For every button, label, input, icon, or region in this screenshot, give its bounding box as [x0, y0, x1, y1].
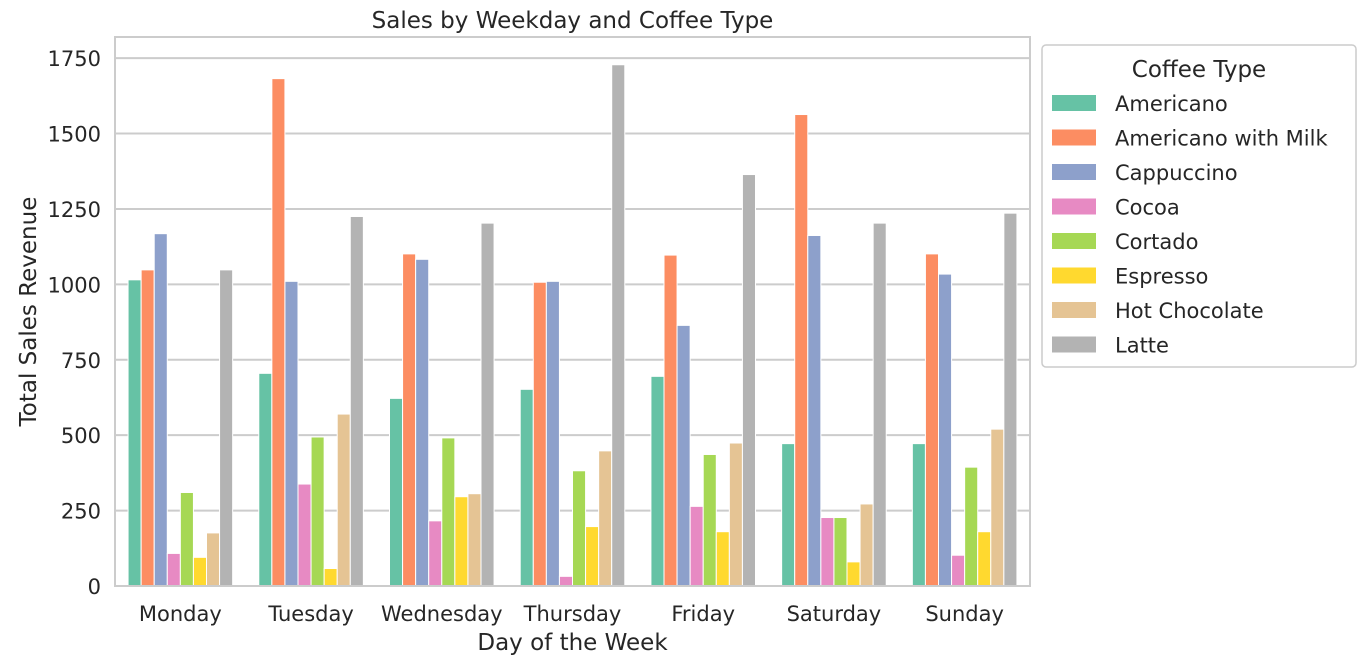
- bars-group: [127, 64, 1018, 587]
- x-tick-label: Monday: [139, 602, 222, 626]
- bar: [846, 561, 861, 587]
- bar: [676, 324, 691, 587]
- bar: [977, 531, 992, 587]
- bar: [728, 442, 743, 587]
- x-tick-label: Wednesday: [381, 602, 503, 626]
- y-tick-label: 1750: [48, 47, 101, 71]
- bar: [206, 532, 221, 587]
- x-tick-label: Sunday: [925, 602, 1004, 626]
- bar: [964, 466, 979, 587]
- bar: [859, 503, 874, 587]
- bar: [192, 556, 208, 587]
- bar: [689, 505, 704, 587]
- bar: [585, 526, 600, 587]
- bar: [598, 450, 613, 587]
- bar: [833, 517, 848, 587]
- legend-items: Americano Americano with Milk Cappuccino Co…: [1052, 92, 1328, 358]
- bar: [454, 496, 469, 587]
- bar: [545, 280, 560, 587]
- bar: [441, 437, 456, 587]
- bar: [820, 517, 835, 587]
- bar: [140, 269, 155, 587]
- x-tick-labels: Monday Tuesday Wednesday Thursday Friday Satu…: [139, 602, 1004, 626]
- legend-label: Cortado: [1115, 230, 1198, 254]
- bar: [428, 520, 443, 587]
- bar: [271, 78, 286, 587]
- bar: [179, 491, 194, 587]
- bar: [219, 269, 234, 587]
- legend-label: Hot Chocolate: [1115, 299, 1264, 323]
- bar: [572, 470, 587, 587]
- bar: [519, 388, 534, 587]
- legend-title: Coffee Type: [1132, 57, 1266, 83]
- legend-swatch: [1052, 164, 1096, 180]
- legend-label: Cocoa: [1115, 196, 1180, 220]
- bar: [650, 375, 665, 587]
- bar: [415, 258, 430, 587]
- legend-box: [1041, 44, 1357, 368]
- legend-label: Espresso: [1115, 265, 1208, 289]
- x-tick-label: Saturday: [787, 602, 882, 626]
- bar: [924, 253, 940, 587]
- legend-swatch: [1052, 129, 1096, 146]
- bar: [127, 279, 142, 587]
- y-tick-label: 250: [61, 500, 101, 524]
- legend-swatch: [1052, 336, 1096, 353]
- bar: [794, 114, 809, 587]
- bar: [781, 443, 796, 587]
- bar: [911, 443, 926, 587]
- plot-frame: [114, 36, 1031, 587]
- x-tick-label: Friday: [671, 602, 735, 626]
- y-tick-label: 500: [61, 424, 101, 448]
- y-tick-label: 0: [88, 575, 101, 599]
- bar: [480, 222, 495, 587]
- bar: [938, 273, 953, 587]
- chart-title: Sales by Weekday and Coffee Type: [372, 8, 774, 34]
- y-tick-label: 750: [61, 349, 101, 373]
- bar: [323, 568, 338, 587]
- y-tick-label: 1250: [48, 198, 101, 222]
- legend: Coffee Type Americano Americano with Milk…: [1041, 44, 1357, 368]
- y-tick-label: 1500: [48, 123, 101, 147]
- bar: [532, 281, 547, 587]
- bar: [1003, 212, 1018, 587]
- bar: [258, 372, 273, 587]
- bar: [702, 453, 717, 587]
- bar: [467, 493, 482, 587]
- y-tick-labels: 0 250 500 750 1000 1250 1500 1750: [48, 47, 101, 599]
- bar: [715, 531, 730, 587]
- legend-swatch: [1052, 95, 1096, 111]
- legend-swatch: [1052, 233, 1096, 249]
- bar: [336, 413, 351, 587]
- bar: [990, 428, 1005, 587]
- x-tick-label: Thursday: [523, 602, 622, 626]
- bar: [389, 397, 404, 587]
- legend-swatch: [1052, 198, 1096, 215]
- legend-swatch: [1052, 267, 1096, 284]
- bar: [741, 174, 757, 587]
- bar: [558, 575, 574, 587]
- x-tick-label: Tuesday: [267, 602, 353, 626]
- bar: [402, 253, 417, 587]
- bar: [663, 254, 678, 587]
- bar: [349, 215, 364, 587]
- bar: [951, 554, 966, 587]
- bar: [807, 234, 822, 587]
- y-axis-label: Total Sales Revenue: [16, 197, 42, 428]
- y-tick-label: 1000: [48, 273, 101, 297]
- legend-label: Americano with Milk: [1115, 127, 1328, 151]
- bar: [166, 552, 181, 587]
- bar: [872, 222, 887, 587]
- bar: [153, 233, 168, 587]
- bar: [284, 280, 299, 587]
- legend-label: Latte: [1115, 334, 1169, 358]
- legend-label: Cappuccino: [1115, 161, 1238, 185]
- bar: [611, 64, 626, 587]
- x-axis-label: Day of the Week: [477, 630, 668, 656]
- legend-swatch: [1052, 302, 1096, 318]
- bar: [310, 436, 325, 587]
- legend-label: Americano: [1115, 92, 1228, 116]
- bar: [297, 483, 312, 587]
